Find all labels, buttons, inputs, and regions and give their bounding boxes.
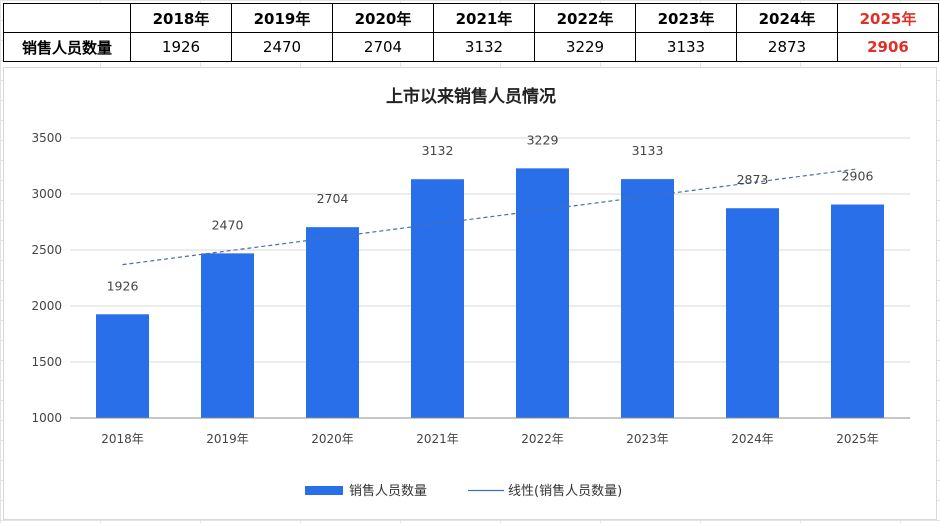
data-label: 3132 [422,143,454,158]
header-cell-2025[interactable]: 2025年 [837,3,939,33]
header-cell-2018[interactable]: 2018年 [130,3,232,33]
chart-container[interactable]: 上市以来销售人员情况 1000 1500 2000 2500 3000 3500 1926… [3,67,937,520]
value-cell-2023[interactable]: 3133 [635,32,737,62]
data-label: 2906 [842,169,874,184]
bar [516,168,569,418]
trendline-path [122,168,858,266]
y-tick-label: 2500 [31,243,62,257]
header-cell-2021[interactable]: 2021年 [433,3,535,33]
data-label: 2873 [737,172,769,187]
legend-bar-label: 销售人员数量 [349,483,427,499]
header-cell-2022[interactable]: 2022年 [534,3,636,33]
row-label-cell[interactable]: 销售人员数量 [3,32,131,62]
value-cell-2021[interactable]: 3132 [433,32,535,62]
chart-title: 上市以来销售人员情况 [386,86,556,107]
bar [621,179,674,418]
data-labels: 1926 2470 2704 3132 3229 3133 2873 2906 [107,132,874,293]
value-cell-2020[interactable]: 2704 [332,32,434,62]
bar [831,204,884,418]
legend-trendline-label: 线性(销售人员数量) [508,483,622,499]
value-cell-2024[interactable]: 2873 [736,32,838,62]
header-cell-empty[interactable] [3,3,131,33]
y-tick-label: 2000 [31,299,62,313]
gridlines [70,137,910,419]
legend[interactable]: 销售人员数量 线性(销售人员数量) [305,483,622,499]
header-cell-2023[interactable]: 2023年 [635,3,737,33]
x-tick-label: 2019年 [206,432,249,446]
header-cell-2024[interactable]: 2024年 [736,3,838,33]
data-label: 3133 [632,143,664,158]
x-tick-label: 2021年 [416,432,459,446]
bar [726,208,779,418]
data-label: 3229 [527,132,559,147]
data-label: 1926 [107,278,139,293]
bars [96,168,884,418]
table-row: 销售人员数量 1926 2470 2704 3132 3229 3133 287… [3,32,939,62]
y-tick-label: 3500 [31,131,62,145]
x-tick-label: 2018年 [101,432,144,446]
x-tick-label: 2020年 [311,432,354,446]
value-cell-2019[interactable]: 2470 [231,32,333,62]
table-header-row: 2018年 2019年 2020年 2021年 2022年 2023年 2024… [3,3,939,33]
legend-bar-swatch [305,486,343,495]
data-table: 2018年 2019年 2020年 2021年 2022年 2023年 2024… [3,3,939,62]
bar [201,253,254,418]
trendline [122,168,858,266]
y-tick-label: 1500 [31,355,62,369]
x-tick-label: 2025年 [836,432,879,446]
header-cell-2019[interactable]: 2019年 [231,3,333,33]
bar-chart: 上市以来销售人员情况 1000 1500 2000 2500 3000 3500 1926… [31,86,910,499]
header-cell-2020[interactable]: 2020年 [332,3,434,33]
data-label: 2470 [212,217,244,232]
value-cell-2018[interactable]: 1926 [130,32,232,62]
bar [306,227,359,418]
data-label: 2704 [317,191,349,206]
y-axis-ticks: 1000 1500 2000 2500 3000 3500 [31,131,62,425]
y-tick-label: 3000 [31,187,62,201]
bar [411,179,464,418]
x-tick-label: 2022年 [521,432,564,446]
value-cell-2022[interactable]: 3229 [534,32,636,62]
value-cell-2025[interactable]: 2906 [837,32,939,62]
bar [96,314,149,418]
x-axis-ticks: 2018年 2019年 2020年 2021年 2022年 2023年 2024年 2025年 [101,432,879,446]
x-tick-label: 2023年 [626,432,669,446]
x-tick-label: 2024年 [731,432,774,446]
y-tick-label: 1000 [31,411,62,425]
